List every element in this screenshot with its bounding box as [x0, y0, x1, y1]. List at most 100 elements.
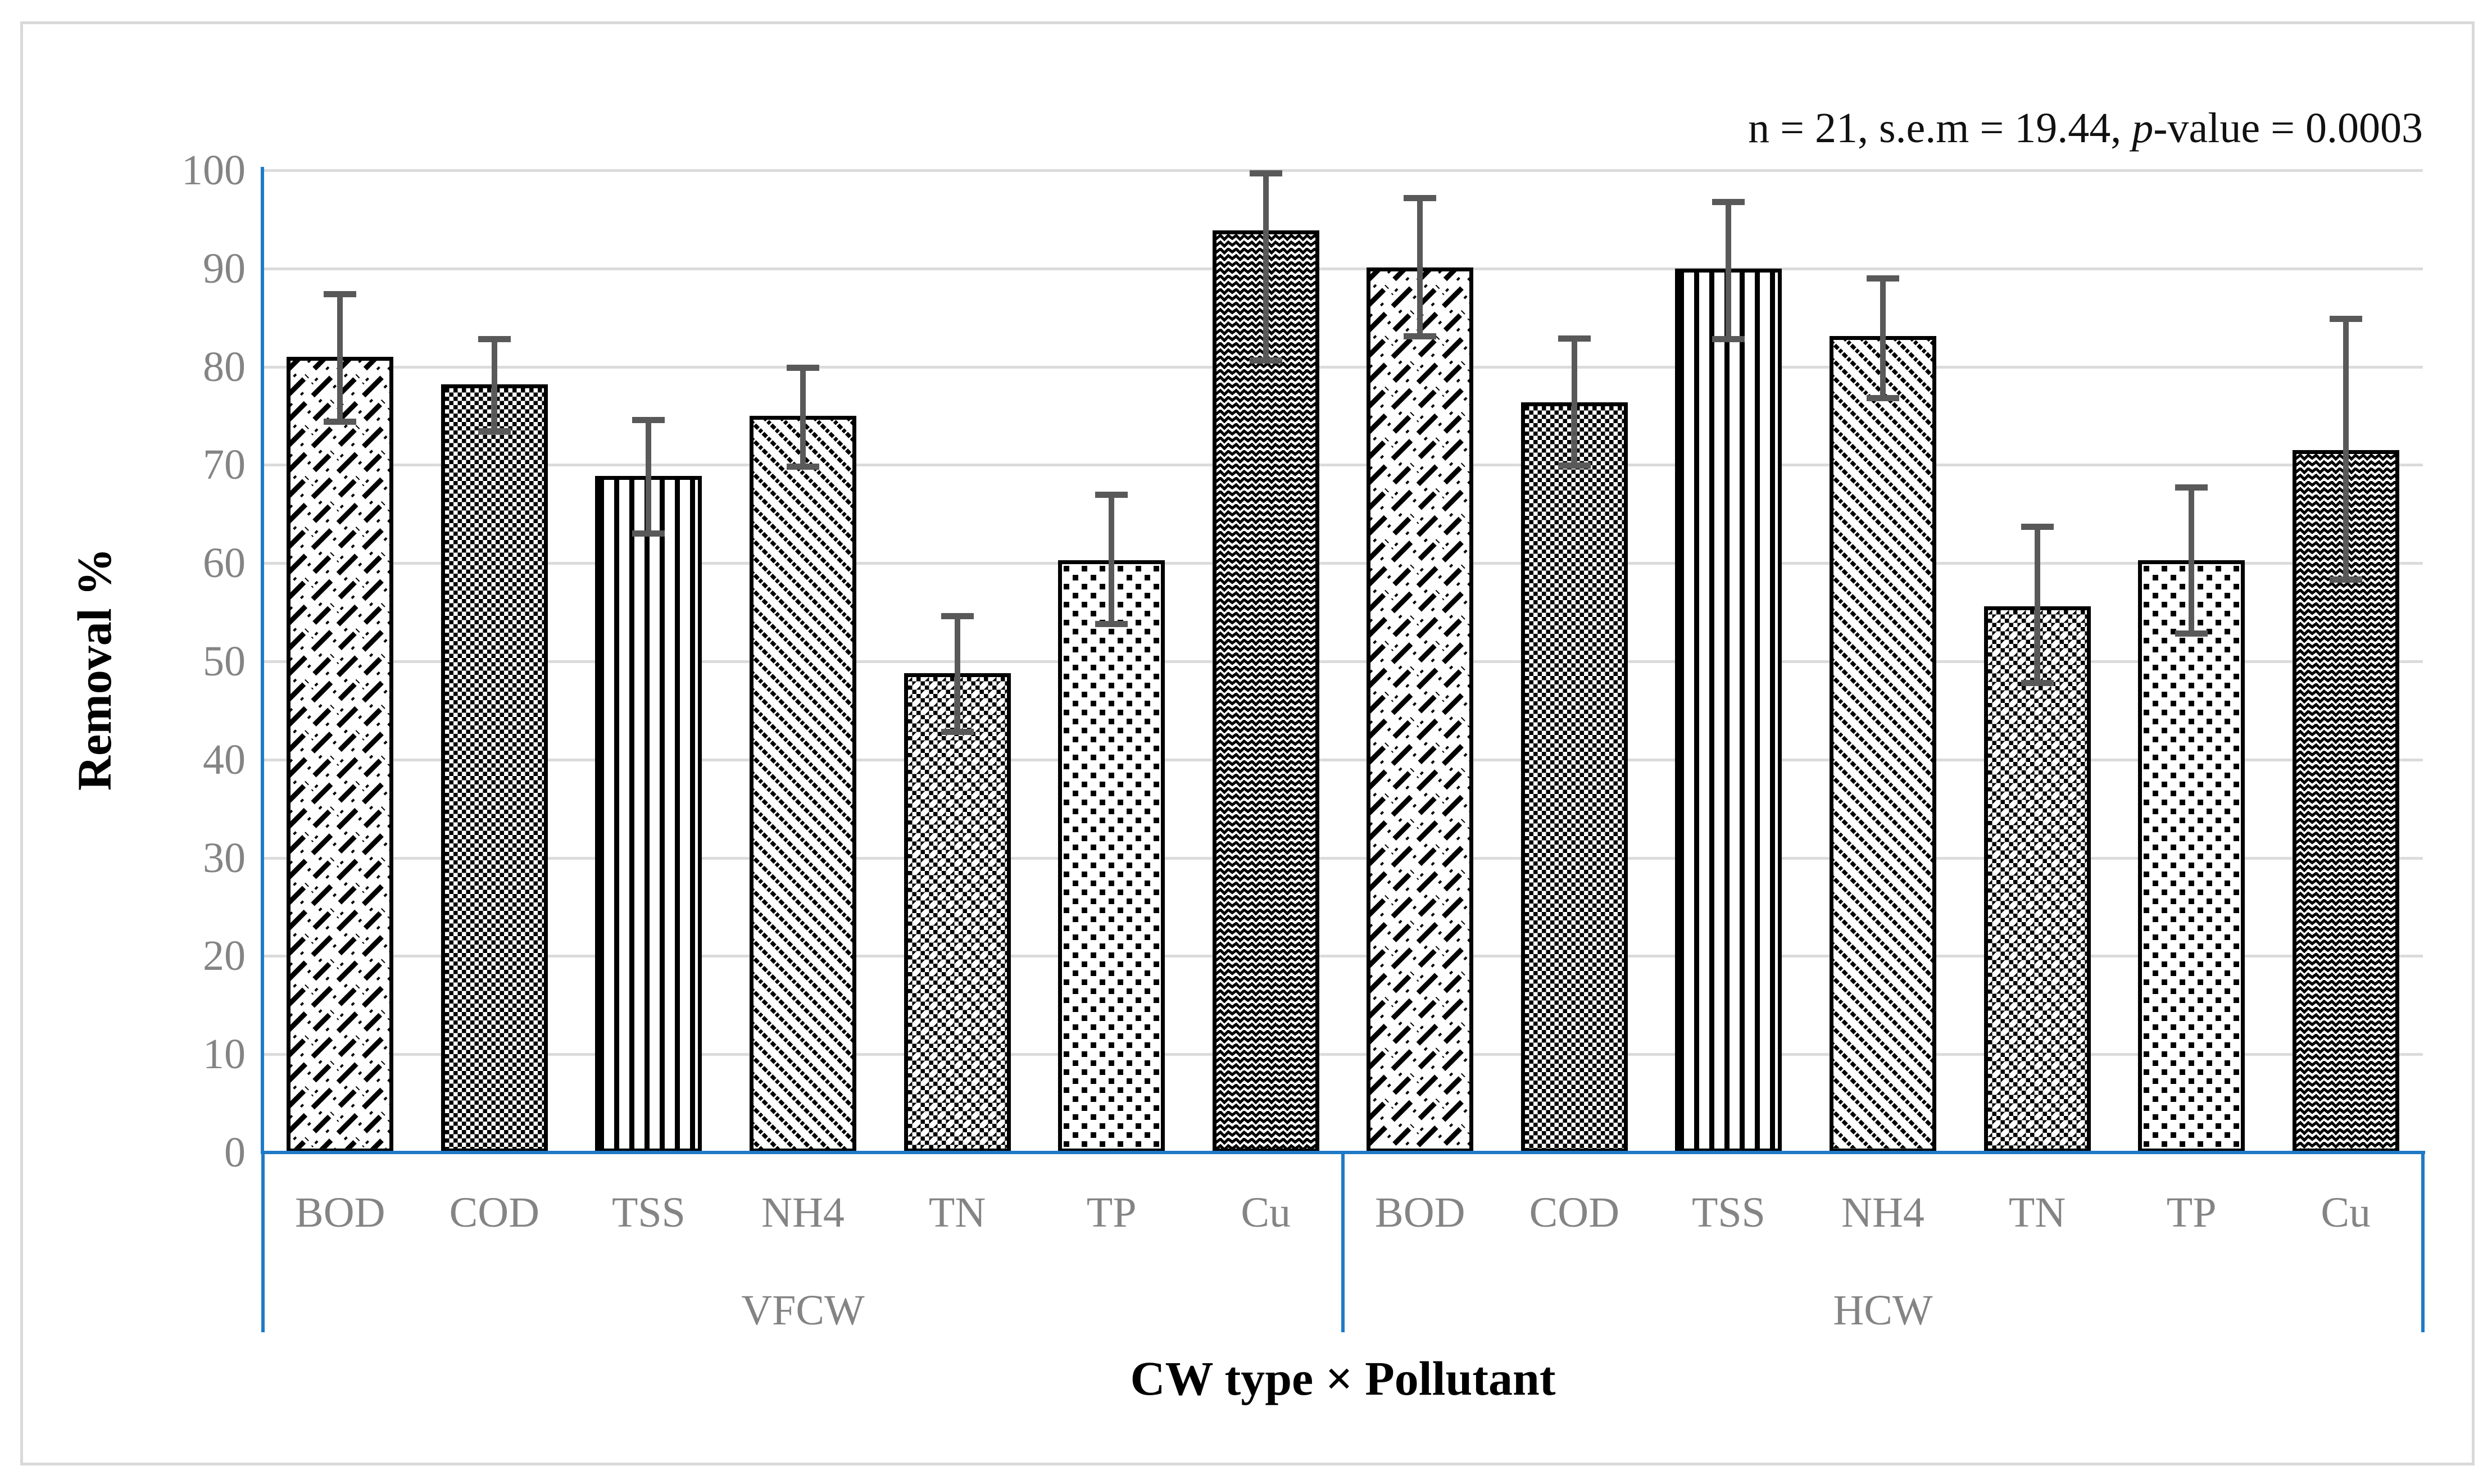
error-bar-cap-top	[1558, 335, 1591, 342]
error-bar-cap-bottom	[1404, 333, 1437, 339]
error-bar-cap-top	[1404, 194, 1437, 201]
category-separator-0	[261, 1154, 265, 1332]
gridline-70	[263, 464, 2423, 467]
stats-annotation-prefix: n = 21, s.e.m = 19.44,	[1748, 105, 2132, 152]
error-bar-stem	[491, 336, 497, 435]
error-bar-HCW-COD	[1558, 335, 1591, 469]
error-bar-cap-bottom	[787, 464, 819, 470]
bar-fill-pattern	[753, 420, 852, 1149]
bar-fill-pattern	[907, 677, 1007, 1149]
error-bar-cap-bottom	[478, 428, 511, 435]
bar-fill-pattern	[2142, 564, 2241, 1149]
group-label-HCW: HCW	[1833, 1287, 1933, 1334]
stats-annotation: n = 21, s.e.m = 19.44, p-value = 0.0003	[1299, 100, 2423, 156]
gridline-90	[263, 267, 2423, 270]
y-tick-label: 0	[224, 1129, 246, 1176]
category-label-VFCW-TN: TN	[928, 1189, 986, 1236]
error-bar-VFCW-NH4	[787, 365, 819, 470]
y-tick-label: 80	[203, 343, 246, 391]
error-bar-VFCW-TP	[1095, 491, 1128, 627]
error-bar-VFCW-BOD	[324, 291, 357, 425]
error-bar-cap-top	[1249, 170, 1282, 176]
error-bar-stem	[954, 613, 960, 736]
stats-annotation-p: p	[2132, 105, 2154, 152]
error-bar-cap-bottom	[941, 729, 974, 736]
gridline-80	[263, 365, 2423, 369]
bar-VFCW-TN	[904, 673, 1011, 1152]
bar-fill-pattern	[1833, 340, 1932, 1149]
figure-border	[20, 21, 2475, 1465]
y-tick-label: 50	[203, 638, 246, 685]
gridline-50	[263, 660, 2423, 663]
y-tick-label: 20	[203, 932, 246, 980]
error-bar-HCW-Cu	[2329, 315, 2362, 583]
error-bar-cap-bottom	[632, 530, 665, 537]
error-bar-cap-bottom	[2021, 679, 2054, 686]
y-tick-label: 70	[203, 441, 246, 489]
bar-VFCW-NH4	[750, 416, 856, 1152]
bar-fill-pattern	[1524, 406, 1624, 1149]
bar-fill-pattern	[1987, 610, 2087, 1149]
category-label-VFCW-BOD: BOD	[295, 1189, 385, 1236]
error-bar-cap-top	[2175, 484, 2208, 491]
y-axis-title: Removal %	[67, 547, 121, 791]
gridline-60	[263, 562, 2423, 565]
error-bar-cap-bottom	[1867, 394, 1899, 401]
y-tick-label: 90	[203, 244, 246, 292]
bar-fill-pattern	[599, 479, 698, 1149]
error-bar-HCW-NH4	[1867, 275, 1899, 401]
bar-VFCW-COD	[441, 384, 548, 1152]
error-bar-stem	[1263, 170, 1269, 364]
error-bar-stem	[1880, 275, 1886, 401]
bar-HCW-NH4	[1830, 336, 1936, 1152]
y-tick-label: 40	[203, 736, 246, 783]
error-bar-VFCW-TN	[941, 613, 974, 736]
y-tick-label: 10	[203, 1031, 246, 1078]
error-bar-stem	[337, 291, 343, 425]
error-bar-HCW-TN	[2021, 524, 2054, 686]
bar-VFCW-Cu	[1212, 230, 1319, 1152]
gridline-20	[263, 955, 2423, 958]
x-axis-title: CW type × Pollutant	[1130, 1351, 1556, 1405]
category-label-VFCW-TSS: TSS	[611, 1189, 686, 1236]
error-bar-cap-bottom	[1712, 335, 1745, 342]
category-label-VFCW-TP: TP	[1086, 1189, 1137, 1236]
error-bar-VFCW-Cu	[1249, 170, 1282, 364]
error-bar-stem	[1417, 194, 1423, 339]
category-label-HCW-BOD: BOD	[1375, 1189, 1465, 1236]
bar-VFCW-TP	[1058, 560, 1165, 1152]
error-bar-stem	[1571, 335, 1577, 469]
error-bar-cap-bottom	[324, 418, 357, 425]
category-label-VFCW-NH4: NH4	[761, 1189, 845, 1236]
bar-fill-pattern	[1062, 564, 1161, 1149]
category-label-HCW-Cu: Cu	[2321, 1189, 2371, 1236]
category-label-HCW-TSS: TSS	[1691, 1189, 1765, 1236]
error-bar-stem	[2034, 524, 2040, 686]
error-bar-cap-top	[324, 291, 357, 297]
error-bar-cap-top	[941, 613, 974, 620]
error-bar-HCW-BOD	[1404, 194, 1437, 339]
y-tick-label: 100	[181, 147, 246, 194]
category-separator-1	[1341, 1154, 1345, 1332]
bar-HCW-TN	[1983, 606, 2091, 1152]
error-bar-HCW-TSS	[1712, 198, 1745, 342]
error-bar-cap-bottom	[1249, 357, 1282, 364]
bar-HCW-BOD	[1367, 267, 1474, 1152]
error-bar-HCW-TP	[2175, 484, 2208, 637]
stats-annotation-suffix: -value = 0.0003	[2153, 105, 2423, 152]
error-bar-stem	[1109, 491, 1115, 627]
category-separator-2	[2421, 1154, 2425, 1332]
error-bar-stem	[646, 416, 652, 537]
x-axis-line	[261, 1151, 2425, 1154]
error-bar-stem	[2189, 484, 2195, 637]
error-bar-cap-top	[1712, 198, 1745, 205]
bar-VFCW-TSS	[595, 475, 702, 1152]
y-tick-label: 30	[203, 834, 246, 882]
error-bar-cap-bottom	[1558, 462, 1591, 469]
bar-HCW-COD	[1520, 402, 1628, 1152]
gridline-40	[263, 758, 2423, 761]
error-bar-cap-top	[787, 365, 819, 371]
gridline-30	[263, 856, 2423, 860]
bar-fill-pattern	[1679, 272, 1778, 1149]
category-label-HCW-COD: COD	[1529, 1189, 1620, 1236]
